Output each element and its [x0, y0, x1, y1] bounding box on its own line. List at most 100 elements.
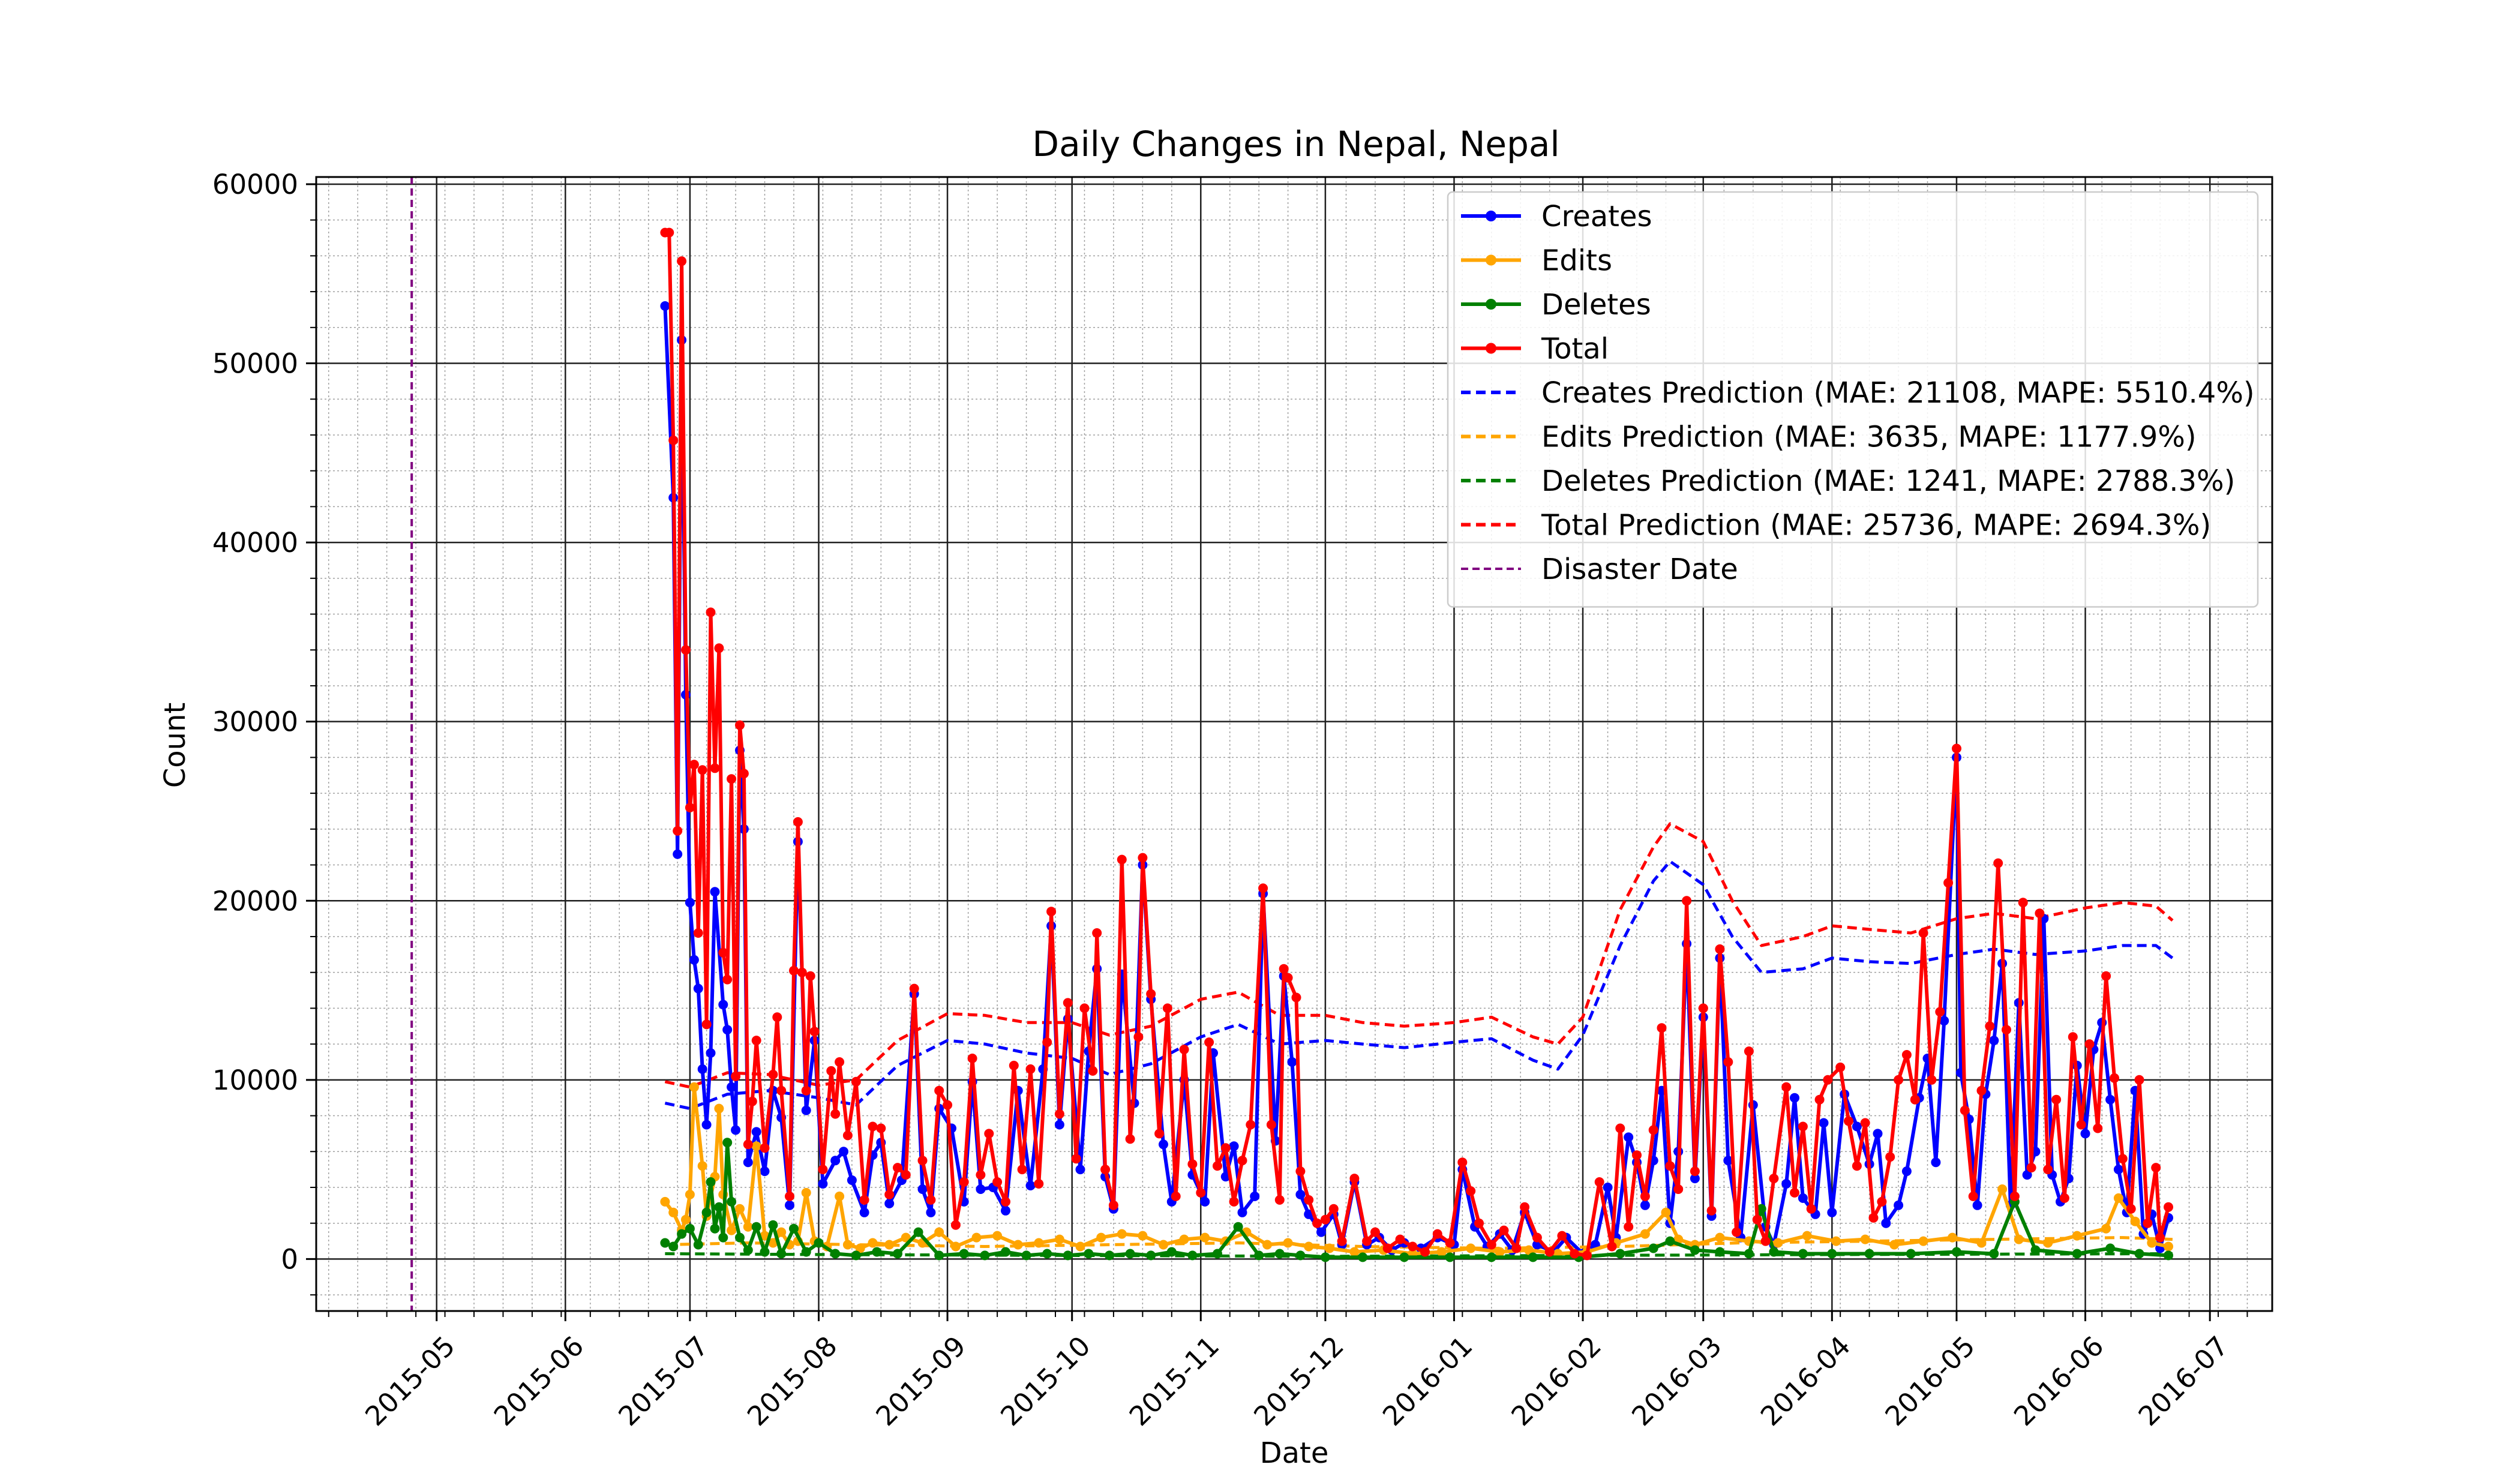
legend-item-edits-prediction: Edits Prediction (MAE: 3635, MAPE: 1177.…	[1461, 421, 2197, 454]
legend-item-creates: Creates	[1461, 200, 1652, 233]
data-point-total	[1046, 907, 1057, 917]
data-point-creates	[743, 1157, 753, 1168]
data-point-total	[1752, 1214, 1762, 1225]
data-point-total	[2084, 1039, 2095, 1049]
data-point-total	[1760, 1236, 1771, 1246]
data-point-deletes	[714, 1202, 724, 1212]
plot-frame	[315, 176, 2273, 1312]
data-point-deletes	[1827, 1249, 1837, 1259]
data-point-edits	[801, 1187, 811, 1198]
data-point-edits	[668, 1207, 679, 1217]
data-point-total	[1063, 998, 1073, 1008]
data-point-total	[1607, 1241, 1617, 1252]
data-point-total	[1968, 1191, 1978, 1201]
data-point-creates	[1295, 1189, 1306, 1199]
data-point-total	[664, 227, 674, 238]
data-point-deletes	[2134, 1249, 2144, 1259]
data-point-total	[1682, 896, 1692, 906]
data-point-total	[967, 1054, 977, 1063]
data-point-deletes	[913, 1227, 923, 1237]
data-point-edits	[950, 1241, 961, 1252]
data-point-total	[1171, 1191, 1181, 1201]
data-point-edits	[1179, 1234, 1189, 1244]
data-point-total	[718, 947, 728, 958]
data-point-edits	[901, 1232, 911, 1243]
data-point-total	[876, 1123, 886, 1133]
data-point-total	[1088, 1066, 1098, 1076]
data-point-total	[984, 1129, 994, 1139]
data-point-deletes	[1233, 1222, 1243, 1232]
data-point-total	[2143, 1218, 2153, 1228]
legend-label: Total	[1541, 332, 1609, 366]
data-point-total	[1769, 1174, 1779, 1184]
data-point-creates	[706, 1048, 716, 1058]
data-point-deletes	[1146, 1250, 1156, 1261]
data-point-deletes	[710, 1223, 720, 1234]
data-point-creates	[859, 1207, 869, 1217]
data-point-total	[2164, 1202, 2173, 1212]
data-point-total	[1125, 1134, 1135, 1144]
data-point-creates	[1881, 1218, 1891, 1228]
data-point-total	[818, 1165, 828, 1175]
series-line-total	[665, 230, 2170, 1258]
data-point-deletes	[668, 1241, 679, 1252]
data-point-edits	[727, 1225, 737, 1235]
data-point-edits	[743, 1222, 753, 1232]
data-point-edits	[2072, 1231, 2082, 1241]
data-point-total	[1814, 1094, 1825, 1105]
data-point-deletes	[1320, 1252, 1330, 1262]
data-point-deletes	[893, 1249, 902, 1259]
legend-label: Disaster Date	[1541, 553, 1738, 586]
data-point-deletes	[980, 1250, 990, 1261]
data-point-total	[1624, 1222, 1634, 1232]
data-point-creates	[1025, 1181, 1036, 1190]
legend-item-total: Total	[1461, 332, 1609, 366]
data-point-total	[1532, 1232, 1542, 1243]
data-point-edits	[660, 1196, 670, 1207]
data-point-edits	[1013, 1240, 1023, 1250]
data-point-total	[1823, 1075, 1833, 1085]
data-point-creates	[2113, 1165, 2123, 1175]
data-point-creates	[727, 1082, 737, 1092]
data-point-total	[976, 1170, 986, 1180]
data-point-total	[1935, 1007, 1945, 1017]
data-point-creates	[760, 1166, 770, 1177]
y-tick-label: 50000	[212, 348, 298, 380]
data-point-total	[1615, 1123, 1625, 1133]
data-point-total	[1220, 1143, 1231, 1153]
data-point-total	[673, 826, 683, 836]
data-point-creates	[731, 1125, 741, 1135]
data-point-edits	[1802, 1231, 1812, 1241]
data-point-edits	[2130, 1216, 2140, 1226]
data-point-edits	[1918, 1236, 1928, 1246]
data-point-total	[1432, 1229, 1442, 1239]
data-point-creates	[697, 1064, 707, 1074]
legend-label: Deletes	[1541, 288, 1651, 322]
data-point-total	[1279, 964, 1289, 974]
data-point-deletes	[830, 1249, 841, 1259]
data-point-total	[1894, 1075, 1904, 1085]
data-point-edits	[1948, 1232, 1957, 1243]
legend-label: Deletes Prediction (MAE: 1241, MAPE: 278…	[1541, 464, 2235, 498]
y-axis-title: Count	[158, 703, 192, 788]
data-point-creates	[1075, 1165, 1085, 1175]
data-point-edits	[1640, 1229, 1650, 1239]
data-point-total	[1017, 1165, 1027, 1175]
data-point-deletes	[959, 1249, 969, 1259]
data-point-creates	[693, 983, 703, 994]
data-point-edits	[1075, 1241, 1085, 1252]
data-point-creates	[2105, 1094, 2116, 1105]
data-point-total	[1274, 1195, 1285, 1205]
data-point-total	[1648, 1125, 1658, 1135]
data-point-creates	[1989, 1036, 1999, 1046]
data-point-total	[1594, 1177, 1604, 1187]
data-point-total	[1698, 1003, 1708, 1013]
data-point-total	[1844, 1116, 1853, 1126]
data-point-deletes	[1952, 1247, 1961, 1257]
data-point-total	[739, 769, 749, 779]
data-point-total	[677, 256, 687, 266]
data-point-total	[751, 1036, 761, 1046]
data-point-total	[2093, 1123, 2103, 1133]
data-point-edits	[714, 1103, 724, 1114]
legend-label: Edits Prediction (MAE: 3635, MAPE: 1177.…	[1541, 421, 2197, 454]
